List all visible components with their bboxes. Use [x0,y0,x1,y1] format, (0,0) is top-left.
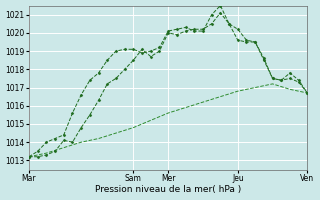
X-axis label: Pression niveau de la mer( hPa ): Pression niveau de la mer( hPa ) [95,185,241,194]
